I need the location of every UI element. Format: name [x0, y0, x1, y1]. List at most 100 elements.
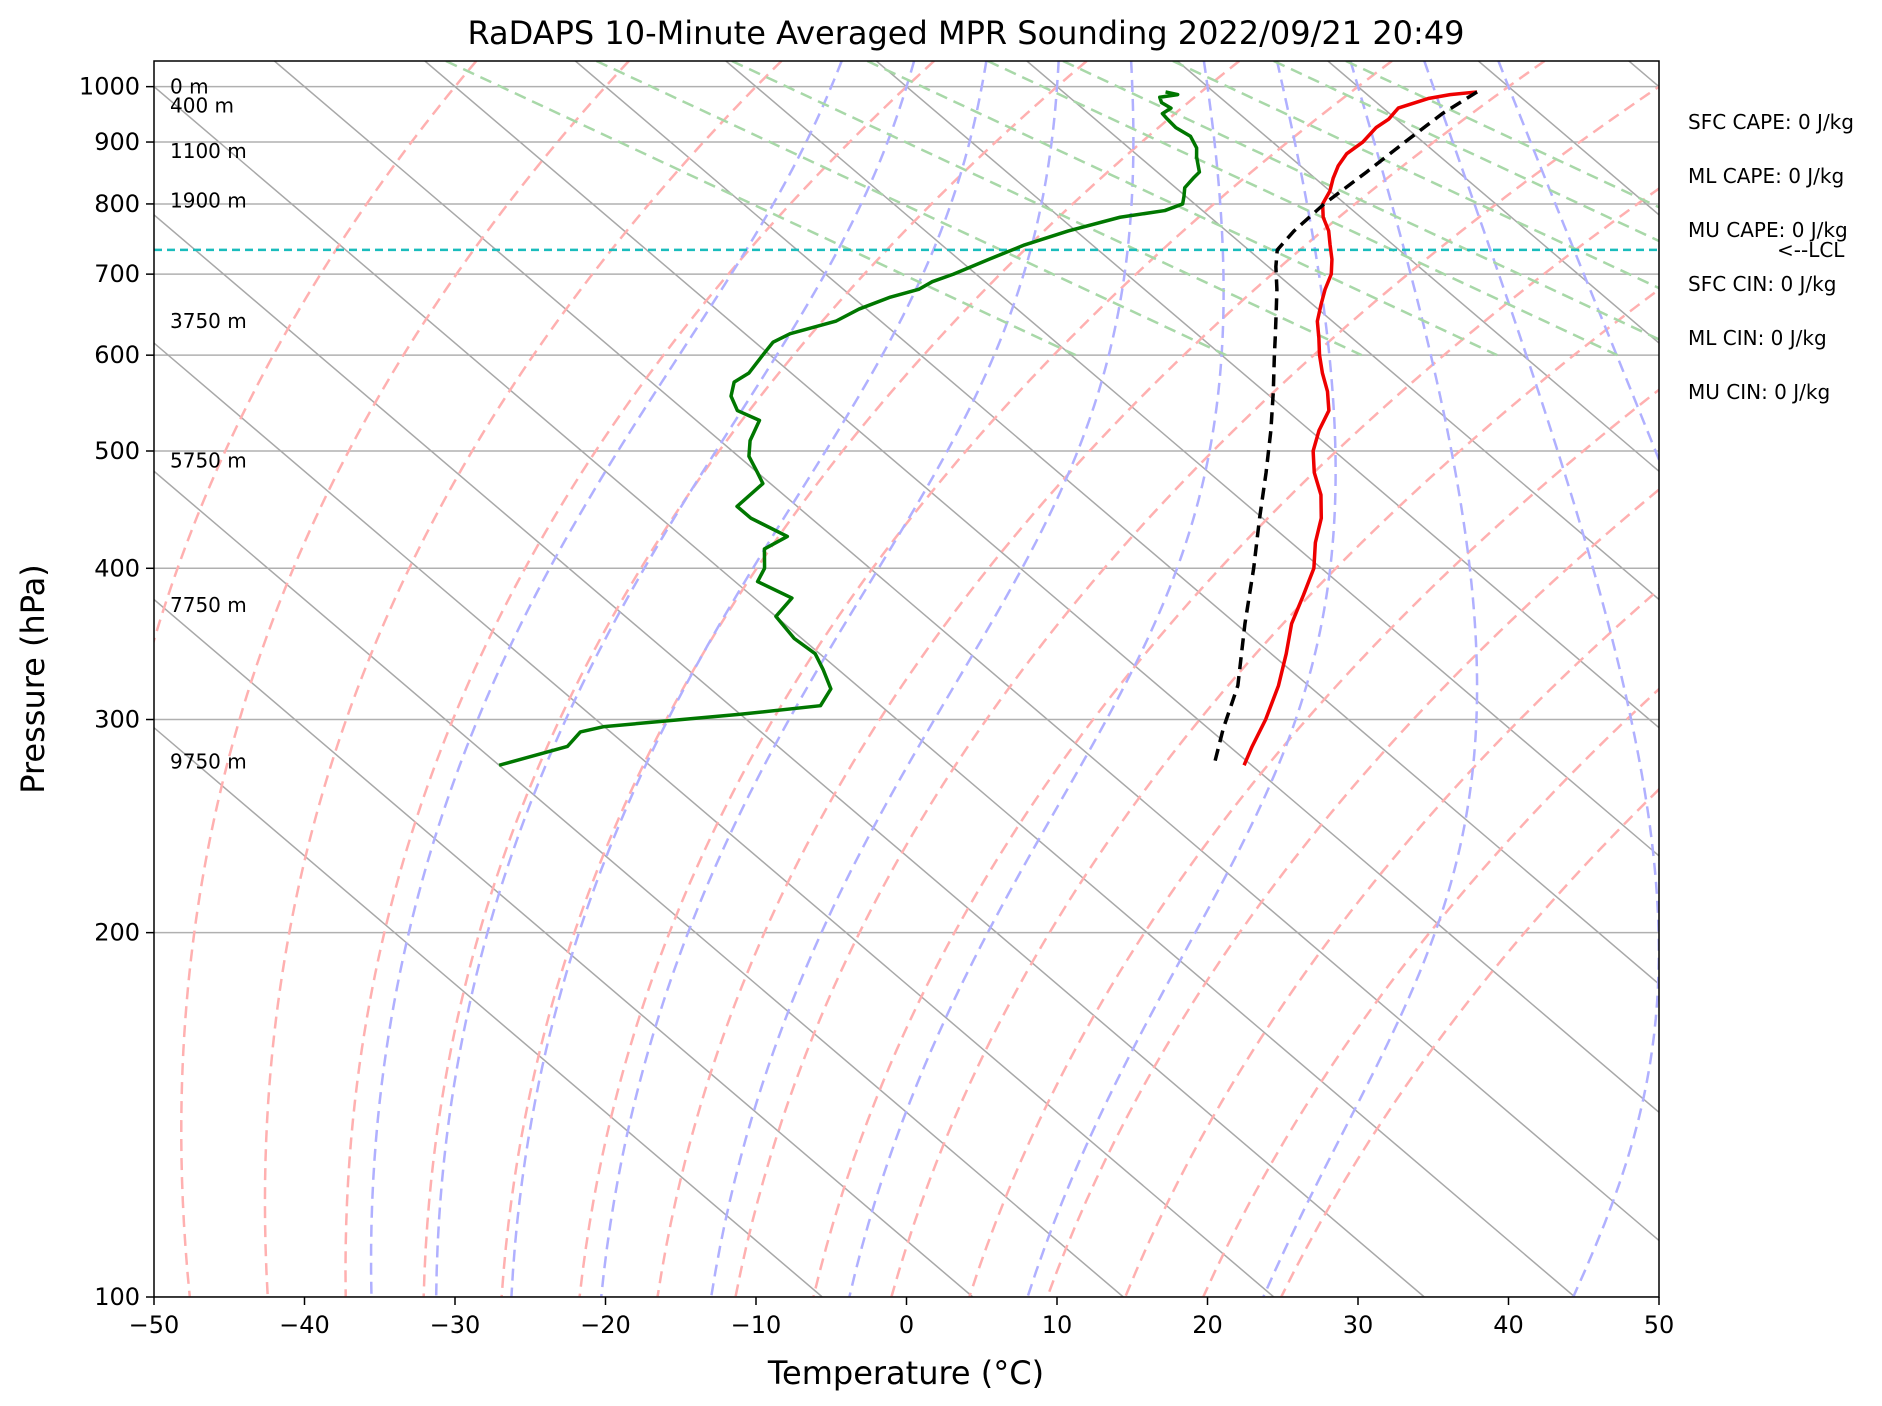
moist-adiabat-line [1026, 61, 1337, 1297]
stability-index: SFC CIN: 0 J/kg [1688, 272, 1836, 296]
x-tick-label: −10 [731, 1311, 782, 1339]
dry-adiabat-line [1046, 488, 1659, 1297]
mixing-ratio-line [445, 61, 1077, 357]
y-tick-label: 900 [94, 128, 140, 156]
moist-adiabat-line [709, 61, 1135, 1297]
mixing-ratio-line [1172, 61, 1659, 290]
isotherm-line [574, 61, 1659, 986]
x-tick-label: 40 [1493, 1311, 1524, 1339]
pressure-gridlines [154, 85, 1659, 1297]
isotherm-line [154, 213, 1425, 1297]
dry-adiabat-line [812, 186, 1659, 1297]
moist-adiabat-line [434, 61, 916, 1297]
isotherm-line [875, 61, 1659, 729]
height-label: 400 m [170, 93, 234, 117]
x-tick-label: −20 [580, 1311, 631, 1339]
chart-title: RaDAPS 10-Minute Averaged MPR Sounding 2… [467, 14, 1464, 52]
moist-adiabat-line [599, 61, 1060, 1297]
moist-adiabat-line [510, 61, 988, 1297]
y-tick-label: 800 [94, 190, 140, 218]
y-tick-label: 300 [94, 706, 140, 734]
dewpoint-profile-line [498, 90, 1202, 767]
parcel-profile-line [1212, 90, 1479, 766]
isotherm-line [154, 85, 1576, 1297]
mixing-ratio-line [987, 61, 1619, 357]
skewed-isotherms [154, 61, 1659, 1297]
height-label: 0 m [170, 75, 209, 99]
isotherm-line [725, 61, 1659, 857]
x-tick-label: 10 [1042, 1311, 1073, 1339]
y-tick-label: 500 [94, 437, 140, 465]
y-tick-label: 200 [94, 919, 140, 947]
y-axis-ticks: 100 200 300 400 500 600 700 800 900 1000 [79, 73, 154, 1311]
x-axis-ticks: −50 −40 −30 −20 −10 0 10 20 30 40 50 [129, 1297, 1675, 1339]
height-label: 1900 m [170, 189, 247, 213]
dry-adiabat-line [263, 61, 783, 1297]
y-tick-label: 700 [94, 260, 140, 288]
isotherm-line [1176, 61, 1659, 473]
height-label: 5750 m [170, 449, 247, 473]
plot-area [154, 61, 1659, 1297]
moist-adiabats [369, 61, 1659, 1297]
y-tick-label: 600 [94, 341, 140, 369]
isotherm-line [1026, 61, 1659, 601]
dry-adiabat-line [422, 61, 1088, 1297]
mixing-ratio-line [1273, 61, 1659, 243]
y-tick-label: 100 [94, 1283, 140, 1311]
dry-adiabat-line [154, 61, 478, 645]
isotherm-line [273, 61, 1659, 1242]
sounding-profiles [498, 90, 1479, 767]
x-axis-label: Temperature (°C) [767, 1354, 1044, 1392]
temperature-profile-line [1242, 90, 1478, 766]
moist-adiabat-line [1423, 61, 1659, 1297]
x-tick-label: −50 [129, 1311, 180, 1339]
mixing-ratio-line [731, 61, 1363, 357]
height-labels: 9750 m 7750 m 5750 m 3750 m 1900 m 1100 m 400 … [170, 75, 247, 774]
y-axis-label: Pressure (hPa) [14, 564, 52, 794]
moist-adiabat-line [848, 61, 1225, 1297]
isotherm-line [154, 470, 1124, 1297]
dry-adiabat-line [656, 61, 1546, 1297]
dry-adiabat-line [500, 61, 1241, 1297]
mixing-ratio-line [1062, 61, 1659, 341]
stability-indices: SFC CAPE: 0 J/kg ML CAPE: 0 J/kg MU CAPE: … [1688, 110, 1854, 404]
stability-index: ML CIN: 0 J/kg [1688, 326, 1827, 350]
dry-adiabat-line [344, 61, 935, 1297]
height-label: 3750 m [170, 309, 247, 333]
stability-index: ML CAPE: 0 J/kg [1688, 164, 1844, 188]
dry-adiabat-line [1202, 687, 1659, 1297]
mixing-ratio-line [1345, 61, 1659, 209]
dry-adiabat-line [578, 61, 1393, 1297]
stability-index: MU CIN: 0 J/kg [1688, 380, 1830, 404]
moist-adiabat-line [1262, 61, 1479, 1297]
isotherm-line [154, 726, 823, 1297]
moist-adiabat-line [369, 61, 843, 1297]
dry-adiabats [154, 61, 1659, 1297]
x-tick-label: 30 [1343, 1311, 1374, 1339]
x-tick-label: 0 [899, 1311, 914, 1339]
mixing-ratio-line [866, 61, 1498, 357]
dry-adiabat-line [734, 85, 1659, 1297]
isotherm-line [154, 342, 1275, 1297]
isotherm-line [154, 598, 974, 1297]
x-tick-label: 20 [1192, 1311, 1223, 1339]
x-tick-label: 50 [1644, 1311, 1675, 1339]
dry-adiabat-line [968, 388, 1659, 1297]
mixing-ratio-lines [445, 61, 1659, 357]
y-tick-label: 400 [94, 554, 140, 582]
stability-index: SFC CAPE: 0 J/kg [1688, 110, 1854, 134]
y-tick-label: 1000 [79, 73, 140, 101]
isotherm-line [1327, 61, 1659, 345]
height-label: 9750 m [170, 749, 247, 773]
height-label: 1100 m [170, 139, 247, 163]
x-tick-label: −30 [430, 1311, 481, 1339]
mixing-ratio-line [595, 61, 1227, 357]
stability-index: MU CAPE: 0 J/kg [1688, 218, 1848, 242]
x-tick-label: −40 [279, 1311, 330, 1339]
lcl-label: <--LCL [1777, 238, 1845, 262]
dry-adiabat-line [1124, 587, 1659, 1297]
height-label: 7750 m [170, 593, 247, 617]
dry-adiabat-line [890, 287, 1659, 1297]
dry-adiabat-line [180, 61, 630, 1297]
